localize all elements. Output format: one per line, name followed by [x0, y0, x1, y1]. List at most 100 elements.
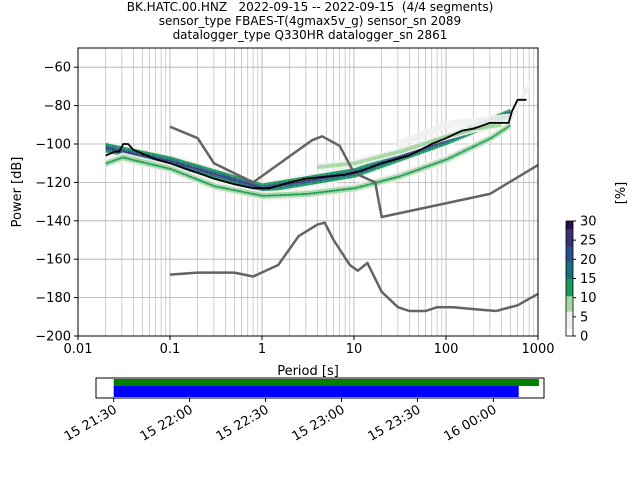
density-cell	[194, 161, 196, 164]
density-cell	[457, 156, 459, 159]
density-cell	[356, 160, 358, 163]
density-cell	[432, 128, 435, 131]
density-cell	[370, 164, 373, 166]
density-cell	[217, 182, 220, 185]
density-cell	[177, 160, 180, 163]
density-cell	[481, 141, 483, 144]
density-cell	[438, 164, 441, 167]
density-cell	[343, 192, 345, 195]
density-cell	[444, 134, 447, 137]
density-cell	[405, 145, 408, 148]
density-cell	[166, 167, 169, 170]
density-cell	[427, 132, 430, 135]
density-cell	[497, 127, 500, 130]
density-cell	[135, 157, 137, 160]
density-cell	[260, 194, 263, 197]
density-cell	[508, 109, 511, 112]
density-cell	[482, 118, 485, 121]
density-cell	[146, 149, 149, 152]
density-cell	[431, 165, 434, 168]
density-cell	[339, 192, 342, 195]
density-cell	[408, 137, 411, 140]
density-cell	[309, 183, 312, 185]
density-cell	[352, 174, 355, 176]
density-cell	[458, 121, 461, 124]
density-cell	[448, 137, 450, 140]
density-cell	[142, 165, 145, 168]
density-cell	[319, 187, 321, 190]
density-cell	[109, 151, 112, 154]
density-cell	[337, 162, 340, 165]
density-cell	[365, 171, 367, 174]
density-cell	[267, 180, 270, 183]
density-cell	[306, 174, 309, 176]
density-cell	[306, 175, 309, 178]
density-cell	[451, 138, 454, 141]
axes-layer: 0.01 0.1 1 10 100 1000−200−180−160−140−120−10…	[10, 47, 555, 379]
density-cell	[330, 173, 333, 176]
density-cell	[392, 163, 395, 166]
density-cell	[133, 157, 136, 160]
density-cell	[217, 170, 220, 173]
density-cell	[508, 113, 511, 116]
density-cell	[322, 192, 325, 195]
density-cell	[398, 147, 401, 150]
density-cell	[304, 174, 307, 177]
density-cell	[160, 169, 163, 172]
density-cell	[482, 144, 485, 147]
density-cell	[471, 132, 474, 135]
density-cell	[473, 124, 476, 127]
density-cell	[144, 149, 147, 152]
density-cell	[113, 154, 115, 157]
density-cell	[333, 161, 336, 164]
density-cell	[492, 114, 494, 117]
density-cell	[284, 179, 287, 182]
density-cell	[493, 121, 496, 123]
colorbar-cell	[566, 324, 573, 327]
density-cell	[236, 191, 239, 194]
density-cell	[486, 136, 489, 139]
density-cell	[492, 127, 495, 130]
density-cell	[129, 154, 132, 157]
density-cell	[343, 166, 345, 169]
density-cell	[322, 182, 325, 185]
density-cell	[194, 163, 196, 166]
density-cell	[164, 166, 167, 169]
density-cell	[133, 150, 136, 153]
density-cell	[184, 171, 187, 174]
density-cell	[107, 163, 110, 166]
density-cell	[449, 133, 452, 136]
density-cell	[177, 172, 180, 175]
density-cell	[287, 195, 290, 198]
density-cell	[359, 161, 362, 164]
colorbar-cell	[566, 240, 573, 243]
density-cell	[260, 192, 263, 195]
density-cell	[258, 180, 261, 183]
density-cell	[107, 151, 110, 154]
density-cell	[429, 164, 432, 167]
density-cell	[370, 169, 373, 172]
density-cell	[162, 170, 165, 173]
density-cell	[354, 187, 356, 190]
density-cell	[468, 135, 471, 138]
density-cell	[356, 158, 358, 161]
density-cell	[517, 106, 520, 109]
density-cell	[317, 181, 320, 184]
density-cell	[313, 172, 316, 175]
density-cell	[511, 114, 514, 117]
density-cell	[295, 197, 298, 200]
density-cell	[286, 193, 288, 196]
density-cell	[352, 177, 355, 180]
density-cell	[210, 182, 213, 184]
density-cell	[422, 151, 425, 154]
density-cell	[330, 179, 333, 182]
density-cell	[201, 169, 204, 172]
density-cell	[372, 182, 375, 185]
density-cell	[440, 123, 443, 126]
density-cell	[216, 183, 218, 186]
density-cell	[221, 177, 224, 180]
density-cell	[389, 181, 391, 184]
colorbar-cell	[566, 228, 573, 232]
density-cell	[199, 177, 202, 180]
density-cell	[425, 150, 428, 153]
